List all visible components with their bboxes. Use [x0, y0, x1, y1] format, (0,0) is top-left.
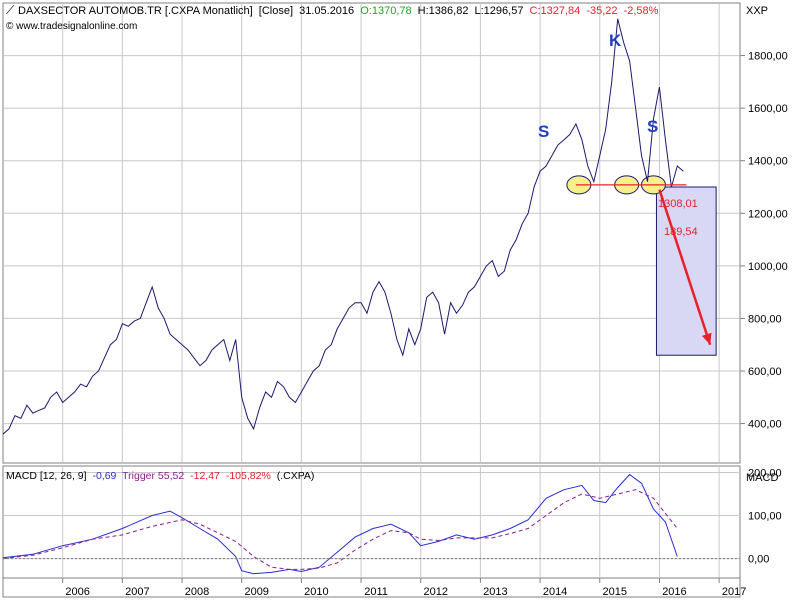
macd-legend-value: -0,69 — [92, 470, 116, 482]
x-tick-label: 2013 — [483, 586, 507, 598]
macd-legend-symbol: (.CXPA) — [277, 470, 315, 482]
header-low: L:1296,57 — [475, 5, 524, 17]
x-tick-label: 2007 — [125, 586, 149, 598]
price-line — [2, 18, 684, 435]
price-axis-label: XXP — [746, 5, 768, 17]
header-close: C:1327,84 — [530, 5, 581, 17]
macd-panel-frame — [2, 465, 741, 579]
neckline-value-label: 1308,01 — [658, 198, 698, 210]
header-title: DAXSECTOR AUTOMOB.TR [.CXPA Monatlich] — [18, 5, 253, 17]
header-open: O:1370,78 — [360, 5, 411, 17]
x-tick-label: 2006 — [65, 586, 89, 598]
y-tick-label-price: 1800,00 — [748, 51, 788, 63]
gridlines — [3, 3, 740, 578]
chart-line-icon: ⟋ — [6, 3, 15, 17]
right-shoulder-label: S — [647, 117, 658, 136]
left-shoulder-label: S — [538, 122, 549, 141]
target-arrow-head — [701, 332, 712, 345]
y-tick-label-price: 1600,00 — [748, 103, 788, 115]
macd-y-axis: 0,00 100,00 200,00 — [748, 467, 782, 565]
y-tick-label-price: 1000,00 — [748, 261, 788, 273]
macd-legend-trigger: Trigger 55,52 — [122, 470, 184, 482]
header-high: H:1386,82 — [418, 5, 469, 17]
target-arrow — [658, 189, 712, 346]
macd-axis-label: MACD — [746, 472, 778, 484]
header-line: DAXSECTOR AUTOMOB.TR [.CXPA Monatlich] [… — [18, 5, 659, 17]
x-tick-label: 2010 — [304, 586, 328, 598]
x-tick-label: 2009 — [244, 586, 268, 598]
header-change: -35,22 — [586, 5, 617, 17]
macd-series-group — [2, 473, 740, 575]
x-axis-frame — [2, 577, 741, 598]
macd-legend-diff-pct: -105,82% — [226, 470, 271, 482]
header-change-pct: -2,58% — [624, 5, 659, 17]
price-series-group — [2, 18, 712, 435]
header-mode: [Close] — [259, 5, 293, 17]
y-tick-label-price: 600,00 — [748, 366, 782, 378]
trigger-line — [2, 489, 678, 570]
y-tick-label-macd: 0,00 — [748, 554, 769, 566]
y-tick-label-price: 800,00 — [748, 313, 782, 325]
macd-legend-name: MACD [12, 26, 9] — [6, 470, 87, 482]
y-tick-label-macd: 100,00 — [748, 511, 782, 523]
x-tick-label: 2017 — [722, 586, 746, 598]
x-tick-label: 2016 — [662, 586, 686, 598]
x-tick-label: 2008 — [185, 586, 209, 598]
x-tick-label: 2014 — [543, 586, 567, 598]
macd-line — [2, 473, 678, 575]
y-tick-label-macd: 200,00 — [748, 467, 782, 479]
price-y-axis: 400,00 600,00 800,00 1000,00 1200,00 1400,00 1… — [740, 51, 788, 431]
x-axis: 2006 2007 2008 2009 2010 2011 2012 2013 2014 2015… — [62, 578, 746, 598]
y-tick-label-price: 400,00 — [748, 419, 782, 431]
price-panel-frame — [2, 2, 741, 464]
x-tick-label: 2015 — [603, 586, 627, 598]
macd-legend-diff: -12,47 — [190, 470, 220, 482]
head-label: K — [609, 31, 622, 50]
header-date: 31.05.2016 — [299, 5, 354, 17]
x-tick-label: 2011 — [364, 586, 388, 598]
copyright: © www.tradesignalonline.com — [6, 21, 137, 32]
y-tick-label-price: 1200,00 — [748, 208, 788, 220]
macd-legend: MACD [12, 26, 9] -0,69 Trigger 55,52 -12… — [6, 470, 314, 482]
y-tick-label-price: 1400,00 — [748, 156, 788, 168]
x-tick-label: 2012 — [423, 586, 447, 598]
target-distance-label: 189,54 — [664, 226, 698, 238]
